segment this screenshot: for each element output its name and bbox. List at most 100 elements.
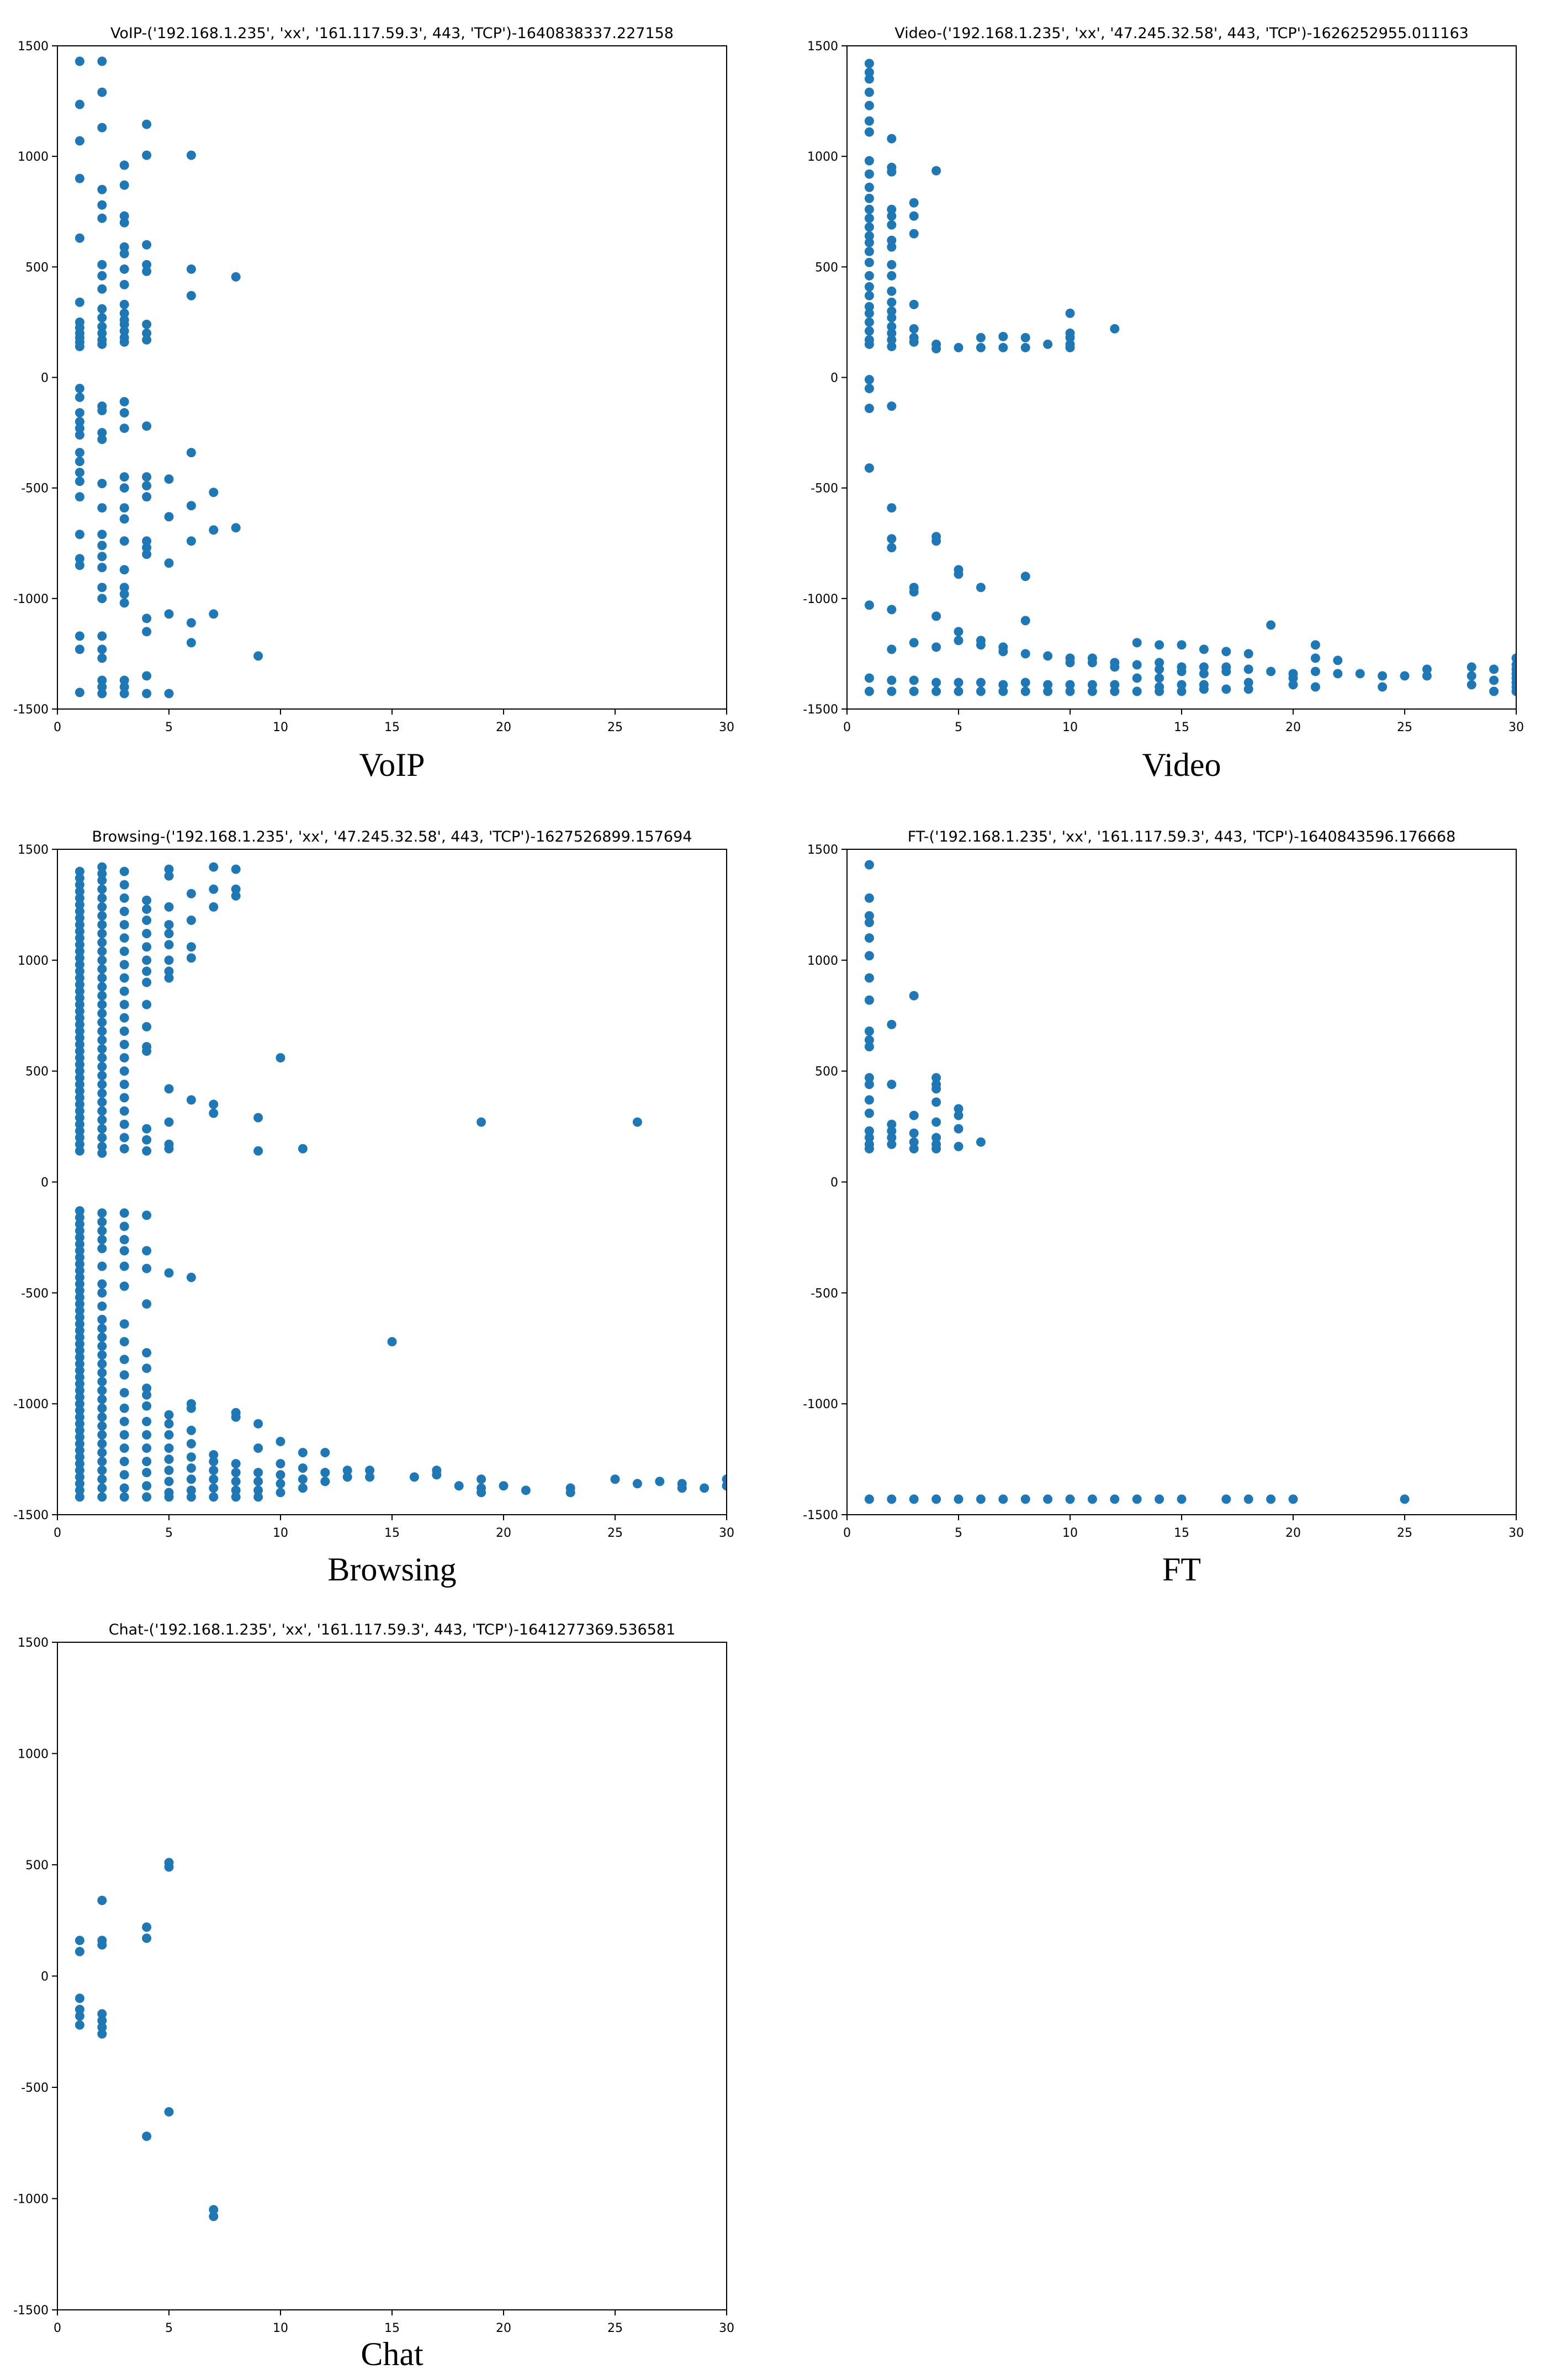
data-point	[97, 1017, 107, 1027]
data-point	[1020, 649, 1030, 659]
data-point	[119, 1066, 129, 1076]
data-point	[97, 428, 107, 438]
x-tick-label: 20	[496, 2321, 511, 2335]
data-point	[186, 1492, 196, 1502]
data-point	[75, 297, 84, 307]
x-tick-label: 20	[496, 721, 511, 734]
data-point	[119, 1053, 129, 1063]
data-point	[909, 211, 919, 221]
data-point	[75, 2011, 84, 2021]
data-point	[1020, 616, 1030, 626]
data-point	[976, 678, 986, 687]
data-point	[97, 1394, 107, 1404]
data-point	[186, 264, 196, 274]
data-point	[186, 150, 196, 160]
data-point	[75, 530, 84, 540]
data-point	[1333, 669, 1343, 679]
data-point	[75, 920, 84, 930]
data-point	[954, 686, 964, 696]
data-point	[164, 864, 174, 874]
data-point	[142, 549, 152, 559]
data-point	[209, 2205, 219, 2215]
x-tick-label: 5	[165, 2321, 173, 2335]
data-point	[142, 1390, 152, 1400]
data-point	[119, 689, 129, 699]
data-point	[164, 973, 174, 983]
data-point	[887, 401, 897, 411]
data-point	[864, 193, 874, 203]
y-tick-label: 1000	[18, 1748, 49, 1762]
data-point	[119, 1492, 129, 1502]
data-point	[75, 1935, 84, 1945]
data-point	[864, 1108, 874, 1118]
data-point	[75, 1233, 84, 1242]
data-point	[97, 1053, 107, 1063]
data-point	[97, 884, 107, 894]
data-point	[119, 675, 129, 685]
data-point	[119, 319, 129, 329]
data-point	[409, 1472, 419, 1482]
data-point	[864, 213, 874, 223]
data-point	[142, 1430, 152, 1440]
data-point	[142, 260, 152, 269]
data-point	[119, 1208, 129, 1218]
data-point	[887, 167, 897, 177]
data-point	[75, 477, 84, 486]
y-tick-label: 0	[830, 1176, 838, 1190]
y-tick-label: 0	[41, 372, 49, 385]
data-point	[142, 1481, 152, 1491]
data-point	[75, 1286, 84, 1295]
data-point	[97, 1301, 107, 1311]
data-point	[75, 893, 84, 903]
data-point	[1243, 684, 1253, 694]
data-point	[164, 2107, 174, 2117]
x-tick-label: 25	[607, 721, 623, 734]
data-point	[864, 893, 874, 903]
data-point	[998, 342, 1008, 352]
data-point	[97, 1474, 107, 1484]
data-point	[75, 940, 84, 950]
data-point	[119, 408, 129, 418]
data-point	[298, 1483, 308, 1493]
data-point	[75, 408, 84, 418]
data-point	[209, 1483, 219, 1493]
data-point	[231, 1485, 241, 1495]
data-point	[97, 999, 107, 1009]
data-point	[1199, 662, 1209, 672]
chart-caption: FT	[1162, 1551, 1201, 1588]
data-point	[909, 675, 919, 685]
data-point	[887, 543, 897, 553]
data-point	[1155, 664, 1164, 674]
data-point	[864, 600, 874, 610]
data-points	[75, 862, 727, 1502]
data-point	[97, 1261, 107, 1271]
data-point	[119, 1430, 129, 1440]
data-point	[97, 1148, 107, 1158]
data-point	[1177, 686, 1187, 696]
data-point	[1199, 684, 1209, 694]
data-point	[75, 99, 84, 109]
data-point	[909, 229, 919, 239]
data-point	[864, 1041, 874, 1051]
data-point	[97, 1071, 107, 1081]
x-tick-label: 30	[719, 1526, 734, 1540]
data-point	[864, 404, 874, 414]
data-point	[909, 1110, 919, 1120]
x-tick-label: 10	[1062, 1526, 1078, 1540]
data-point	[253, 1492, 263, 1502]
data-point	[909, 1144, 919, 1154]
data-point	[142, 240, 152, 250]
data-point	[142, 1468, 152, 1478]
data-point	[1288, 673, 1298, 683]
data-point	[231, 864, 241, 874]
data-point	[75, 1485, 84, 1495]
data-point	[864, 271, 874, 281]
data-point	[1378, 671, 1388, 681]
data-point	[142, 955, 152, 965]
data-point	[186, 536, 196, 546]
data-point	[864, 326, 874, 336]
data-point	[75, 1246, 84, 1256]
data-point	[119, 1013, 129, 1023]
data-point	[186, 290, 196, 300]
data-point	[75, 1299, 84, 1309]
